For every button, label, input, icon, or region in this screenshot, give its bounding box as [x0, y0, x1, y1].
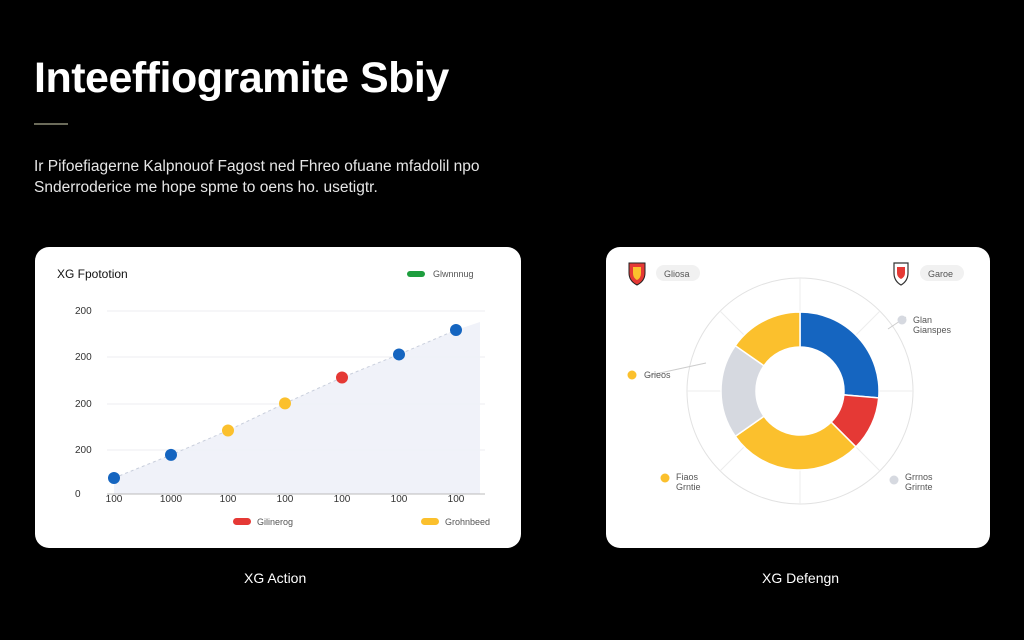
data-point	[108, 472, 120, 484]
legend-label-yellow: Grohnbeed	[445, 517, 490, 527]
x-tick-label: 100	[391, 494, 408, 505]
caption-left: XG Action	[244, 570, 307, 586]
data-point	[393, 348, 405, 361]
annotation-label: Glan	[913, 315, 932, 325]
y-tick-label: 0	[75, 489, 81, 500]
annotation-dot	[897, 315, 907, 325]
y-tick-label: 200	[75, 306, 92, 317]
legend-swatch-yellow	[421, 518, 439, 525]
annotation-leader-left	[645, 362, 707, 377]
donut-slices	[720, 311, 880, 471]
annotation-label: Fiaos	[676, 472, 699, 482]
x-tick-label: 100	[334, 494, 351, 505]
page-subtitle: Ir Pifoefiagerne Kalpnouof Fagost ned Fh…	[34, 156, 554, 198]
header-label-right: Garoe	[928, 269, 953, 279]
annotation-dot	[660, 473, 670, 483]
x-tick-label: 100	[277, 494, 294, 505]
annotation-sublabel: Grntie	[676, 482, 701, 492]
annotation-label: Grieos	[644, 370, 671, 380]
x-axis-ticks: 100 1000 100 100 100 100 100	[106, 494, 465, 505]
donut-hole	[756, 347, 844, 435]
annotation-sublabel: Gianspes	[913, 325, 952, 335]
caption-right: XG Defengn	[762, 570, 840, 586]
subtitle-line-1: Ir Pifoefiagerne Kalpnouof Fagost ned Fh…	[34, 158, 480, 175]
annotation-label: Grrnos	[905, 472, 933, 482]
y-tick-label: 200	[75, 352, 92, 363]
data-point	[450, 324, 462, 336]
y-tick-label: 200	[75, 445, 92, 456]
subtitle-line-2: Snderroderice me hope spme to oens ho. u…	[34, 179, 378, 196]
title-divider	[34, 123, 68, 125]
x-tick-label: 100	[220, 494, 237, 505]
annotation-dot	[889, 475, 899, 485]
chart-title: XG Fpototion	[57, 267, 128, 281]
trend-area	[114, 322, 480, 494]
right-crest-icon	[893, 262, 909, 286]
data-point	[336, 371, 348, 384]
header-pill-left	[656, 265, 700, 281]
legend-swatch-red	[233, 518, 251, 525]
x-tick-label: 100	[106, 494, 123, 505]
x-tick-label: 100	[448, 494, 465, 505]
y-tick-label: 200	[75, 399, 92, 410]
page-title: Inteeffiogramitе Sbiy	[34, 54, 449, 102]
data-point	[222, 424, 234, 437]
x-tick-label: 1000	[160, 494, 183, 505]
xg-action-chart-card: XG Fpototion Glwnnnug 200 200 200 200 0 100 1…	[35, 247, 521, 548]
annotation-sublabel: Grirnte	[905, 482, 933, 492]
xg-defense-chart-card: Gliosa Garoe Grieos Glan Gianspes Fiaos Grnt…	[606, 247, 990, 548]
legend-label-red: Gilinerog	[257, 517, 293, 527]
legend-label-green: Glwnnnug	[433, 269, 474, 279]
header-label-left: Gliosa	[664, 269, 690, 279]
y-axis-ticks: 200 200 200 200 0	[75, 306, 92, 500]
header-pill-right	[920, 265, 964, 281]
left-crest-icon	[628, 262, 646, 286]
data-points	[108, 324, 462, 484]
legend-swatch-green	[407, 271, 425, 277]
data-point	[165, 448, 177, 461]
data-point	[279, 397, 291, 410]
annotation-dot	[627, 370, 637, 380]
